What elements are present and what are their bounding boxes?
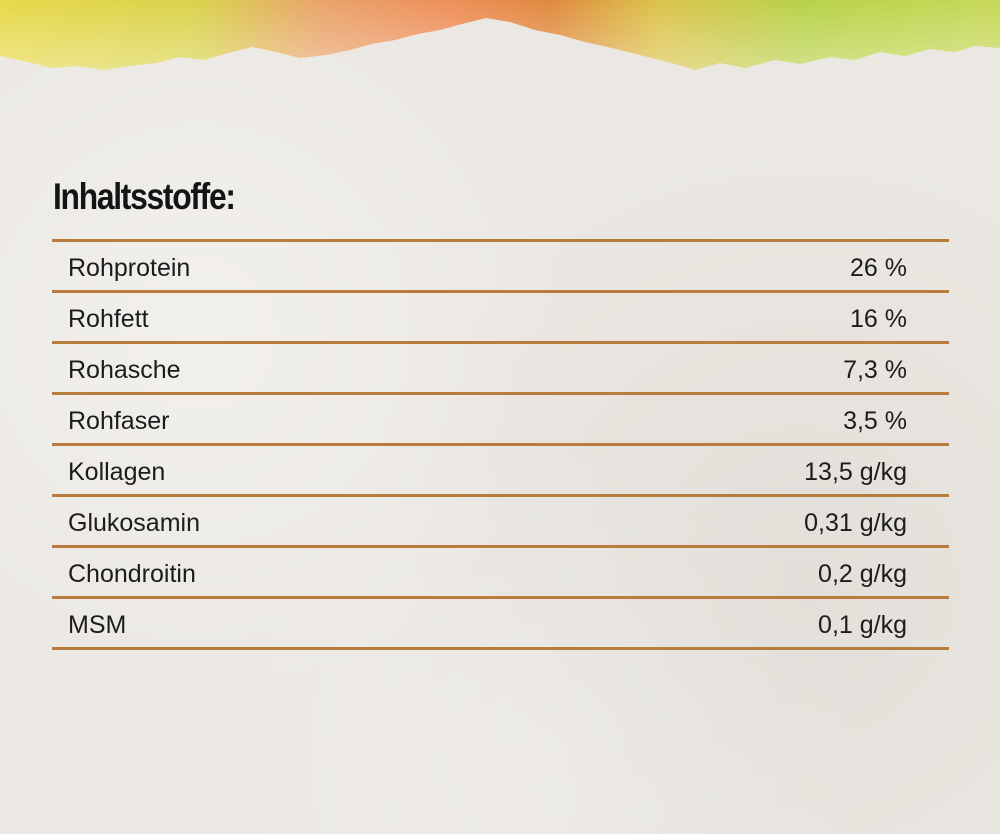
ingredient-value: 0,2 g/kg — [818, 560, 907, 588]
ingredient-value: 3,5 % — [843, 407, 907, 435]
table-row: Rohprotein 26 % — [52, 242, 949, 293]
ingredient-name: Rohfett — [68, 305, 149, 333]
ingredient-value: 7,3 % — [843, 356, 907, 384]
ingredient-value: 0,1 g/kg — [818, 611, 907, 639]
ingredient-value: 13,5 g/kg — [804, 458, 907, 486]
ingredient-name: Rohprotein — [68, 254, 191, 282]
ingredient-value: 26 % — [850, 254, 907, 282]
page-title: Inhaltsstoffe: — [53, 176, 236, 217]
ingredient-value: 0,31 g/kg — [804, 509, 907, 537]
table-row: MSM 0,1 g/kg — [52, 599, 949, 650]
table-row: Rohasche 7,3 % — [52, 344, 949, 395]
ingredient-name: Rohasche — [68, 356, 181, 384]
ingredient-value: 16 % — [850, 305, 907, 333]
table-row: Rohfaser 3,5 % — [52, 395, 949, 446]
ingredient-name: Rohfaser — [68, 407, 170, 435]
ingredient-name: Kollagen — [68, 458, 166, 486]
ingredient-name: Glukosamin — [68, 509, 200, 537]
table-row: Rohfett 16 % — [52, 293, 949, 344]
ingredient-name: MSM — [68, 611, 127, 639]
table-row: Glukosamin 0,31 g/kg — [52, 497, 949, 548]
ingredients-table: Rohprotein 26 % Rohfett 16 % Rohasche 7,… — [52, 239, 949, 650]
table-row: Chondroitin 0,2 g/kg — [52, 548, 949, 599]
table-row: Kollagen 13,5 g/kg — [52, 446, 949, 497]
ingredient-name: Chondroitin — [68, 560, 196, 588]
watercolor-header-decoration — [0, 0, 1000, 70]
